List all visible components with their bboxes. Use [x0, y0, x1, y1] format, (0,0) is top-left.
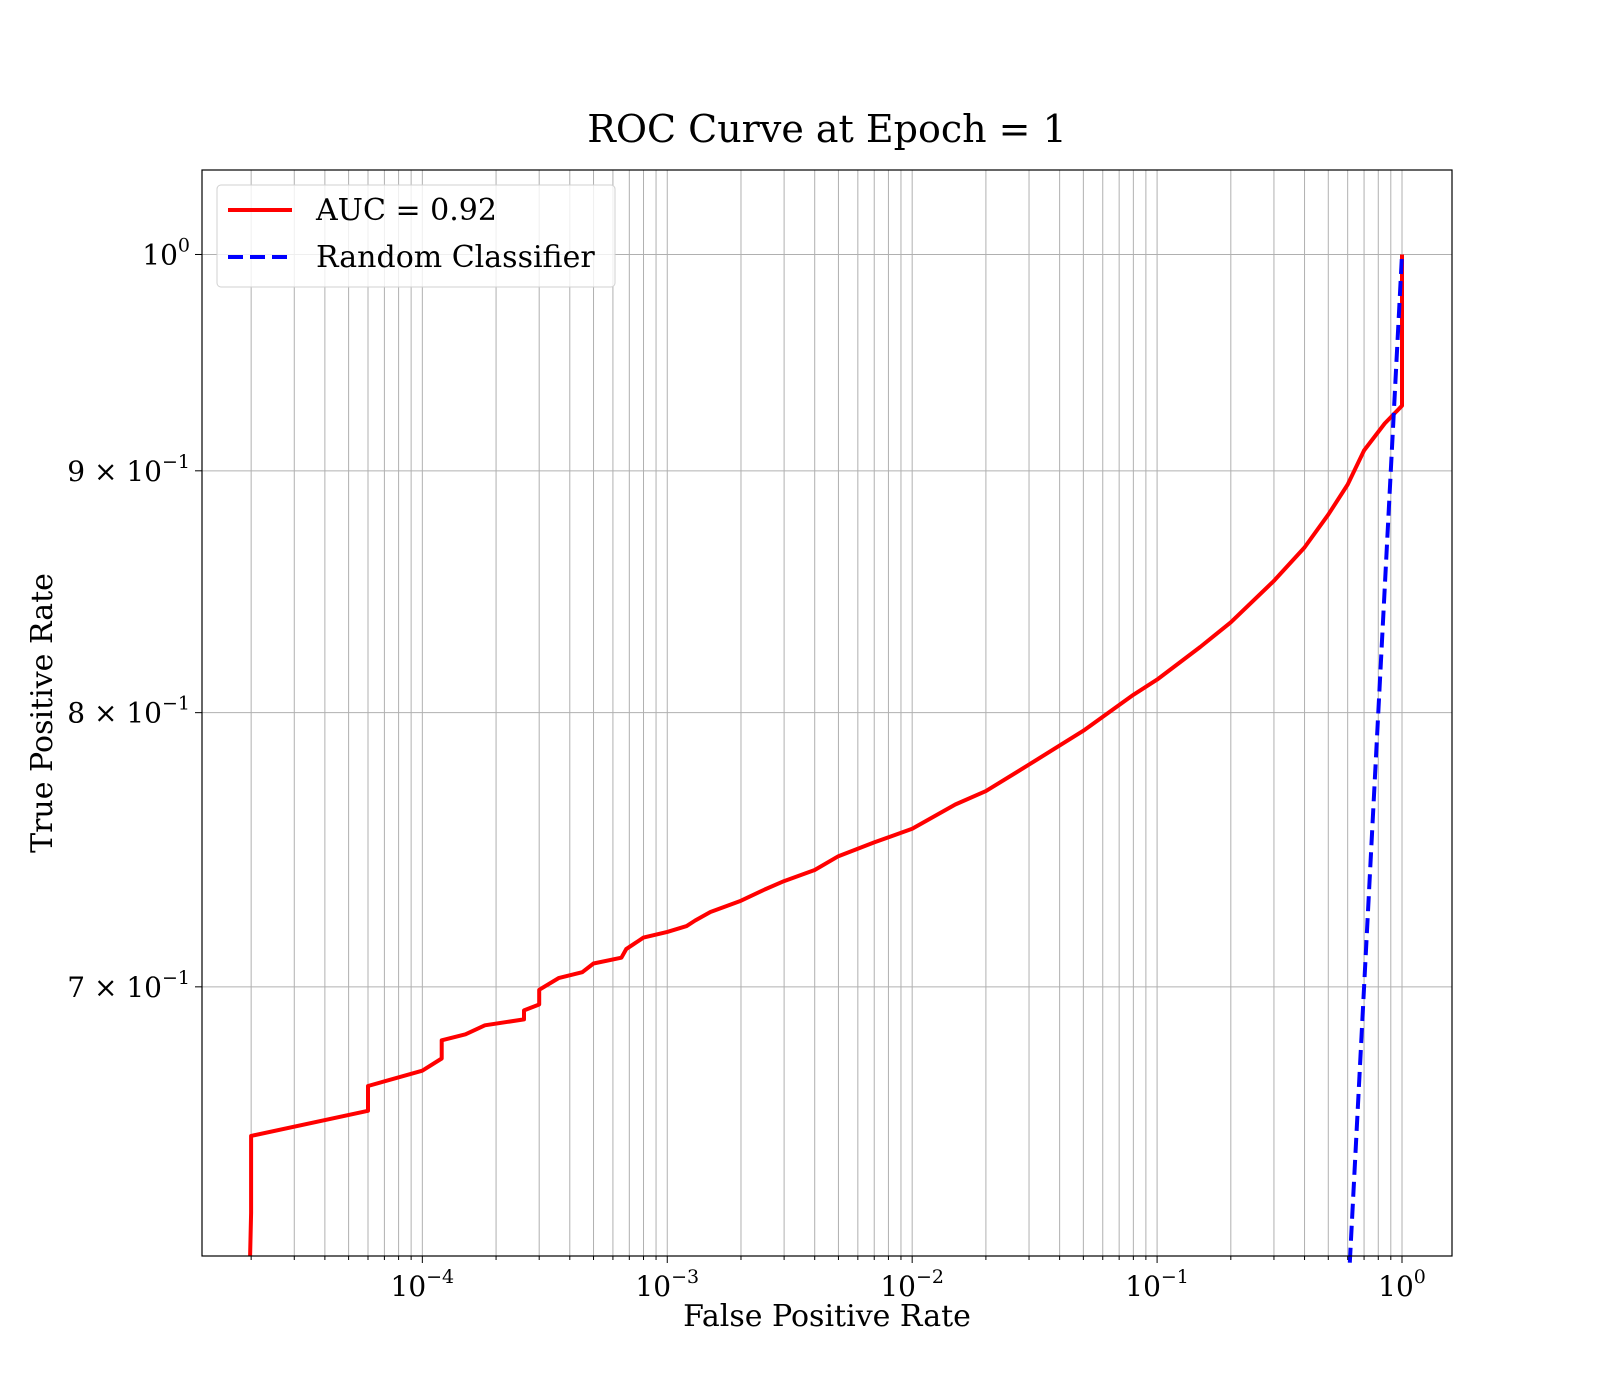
- series-layer: [248, 254, 1404, 1263]
- grid: [202, 170, 1452, 1256]
- y-tick-label: 8 × 10−1: [67, 693, 190, 730]
- tick-layer: 7 × 10−1 8 × 10−1 9 × 10−1 100 10−4 10−3 10−2 1…: [67, 234, 1426, 1303]
- chart-title: ROC Curve at Epoch = 1: [587, 107, 1067, 151]
- x-tick-label: 10−2: [880, 1266, 944, 1303]
- legend-label-auc: AUC = 0.92: [315, 193, 497, 228]
- x-axis-label: False Positive Rate: [683, 1299, 971, 1334]
- x-tick-label: 100: [1378, 1266, 1426, 1303]
- roc-curve-line: [248, 254, 1404, 1257]
- random-classifier-line: [1347, 254, 1404, 1263]
- legend: AUC = 0.92 Random Classifier: [216, 184, 616, 288]
- y-tick-label: 7 × 10−1: [67, 967, 190, 1004]
- legend-label-random: Random Classifier: [316, 240, 595, 275]
- x-tick-label: 10−1: [1125, 1266, 1189, 1303]
- x-tick-label: 10−4: [391, 1266, 455, 1303]
- y-axis-label: True Positive Rate: [25, 573, 60, 853]
- y-tick-label: 9 × 10−1: [67, 451, 190, 488]
- y-tick-label: 100: [142, 234, 190, 271]
- legend-box: [216, 184, 616, 288]
- x-tick-label: 10−3: [635, 1266, 699, 1303]
